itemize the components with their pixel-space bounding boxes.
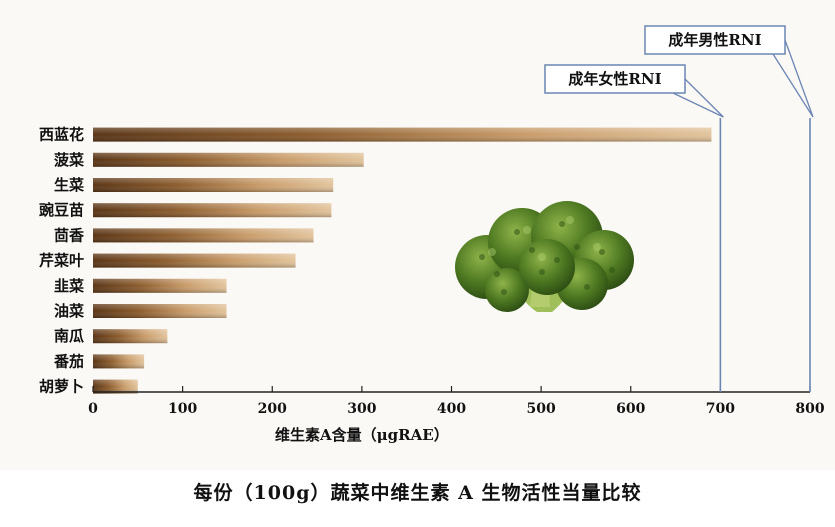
bar-shade-8	[93, 304, 227, 318]
x-tick-label: 800	[795, 401, 824, 417]
bars-layer	[93, 127, 712, 394]
x-tick-label: 400	[437, 401, 466, 417]
x-tick-label: 500	[527, 401, 556, 417]
x-axis-title: 维生素A含量（μgRAE）	[275, 426, 449, 444]
bar-shade-9	[93, 329, 168, 344]
x-tick-label: 300	[347, 401, 376, 417]
bar-shade-7	[93, 278, 227, 293]
rni-callout-box	[644, 25, 786, 55]
bar-shade-2	[93, 152, 364, 167]
category-label: 番茄	[53, 352, 84, 370]
bar-shade-6	[93, 253, 296, 268]
x-axis-ticks: 0 100 200 300 400 500 600 700 800	[88, 386, 825, 417]
category-label: 西蓝花	[39, 126, 84, 144]
broccoli-illustration	[455, 201, 634, 312]
rni-label: 成年女性RNI	[568, 70, 661, 88]
bar-shade-10	[93, 354, 145, 369]
bar-shade-3	[93, 178, 334, 192]
category-label: 菠菜	[54, 151, 84, 169]
rni-label: 成年男性RNI	[668, 31, 761, 49]
category-label: 茴香	[54, 226, 84, 244]
reference-lines: 成年女性RNI 成年男性RNI	[544, 25, 814, 392]
rni-callout-pointer	[672, 78, 724, 118]
x-tick-label: 0	[88, 401, 98, 417]
category-label: 生菜	[54, 176, 84, 194]
category-label: 胡萝卜	[39, 378, 84, 396]
category-label: 豌豆苗	[39, 201, 84, 219]
x-tick-label: 700	[706, 401, 735, 417]
x-tick-label: 200	[258, 401, 287, 417]
x-tick-label: 600	[616, 401, 645, 417]
chart-area: 西蓝花菠菜生菜豌豆苗茴香芹菜叶韭菜油菜南瓜番茄胡萝卜 0 100 200 300 400…	[38, 25, 825, 444]
figure-caption: 每份（100g）蔬菜中维生素 A 生物活性当量比较	[193, 482, 642, 504]
category-label: 油菜	[54, 302, 84, 320]
rni-callout-box	[544, 64, 686, 94]
category-label: 芹菜叶	[39, 252, 84, 270]
bar-shade-11	[93, 379, 138, 394]
category-label: 韭菜	[54, 277, 84, 295]
bar-shade-4	[93, 203, 332, 218]
bar-shade-1	[93, 127, 712, 142]
rni-callout-pointer	[772, 39, 814, 118]
bar-shade-5	[93, 228, 314, 243]
x-tick-label: 100	[168, 401, 197, 417]
category-label: 南瓜	[54, 327, 84, 345]
